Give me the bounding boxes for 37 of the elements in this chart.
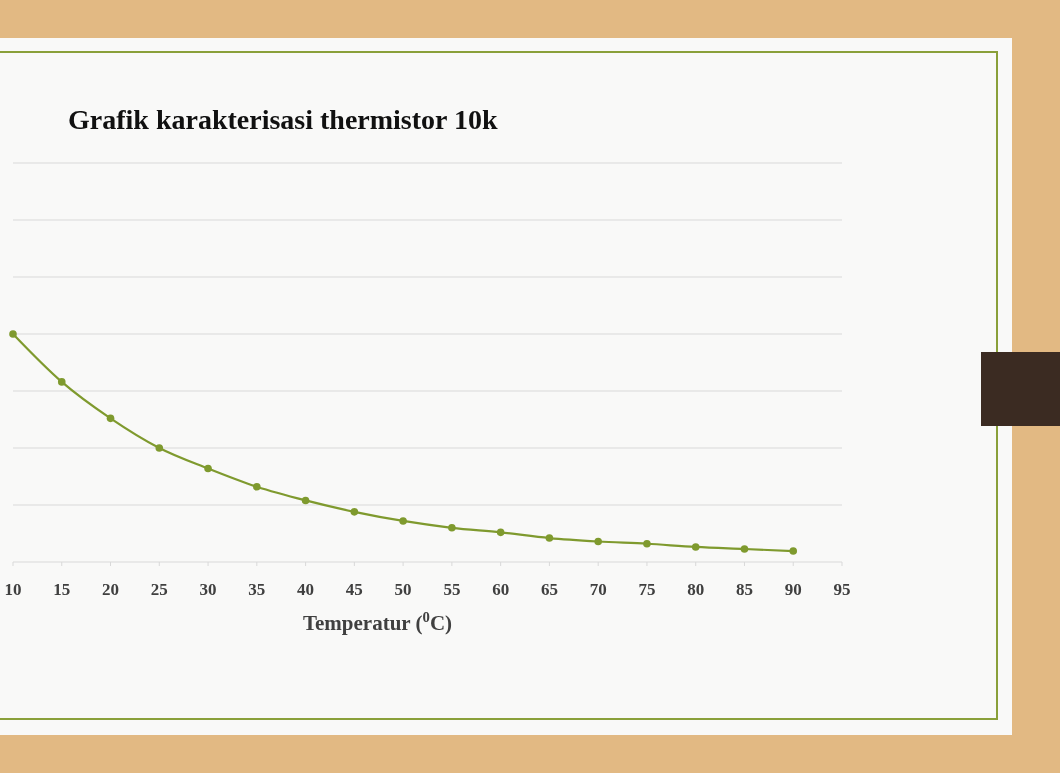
x-tick-label: 40 <box>297 580 315 599</box>
x-tick-label: 50 <box>394 580 412 599</box>
point <box>204 464 212 473</box>
x-tick-label: 90 <box>784 580 802 599</box>
point <box>740 545 749 553</box>
x-tick-label: 25 <box>150 580 168 599</box>
point <box>253 482 261 491</box>
x-tick-label: 55 <box>443 580 461 599</box>
point <box>496 528 505 537</box>
x-tick-label: 65 <box>540 580 558 599</box>
chart-title: Grafik karakterisasi thermistor 10k <box>68 104 498 135</box>
point <box>545 534 554 542</box>
x-tick-label: 10 <box>4 580 22 599</box>
x-tick-label: 45 <box>345 580 363 599</box>
point <box>448 524 456 532</box>
point <box>643 539 651 548</box>
point <box>301 496 310 505</box>
point <box>155 444 164 452</box>
x-tick-label: 85 <box>735 580 753 599</box>
x-tick-label: 95 <box>833 580 851 599</box>
x-tick-label: 30 <box>199 580 217 599</box>
x-tick-label: 70 <box>589 580 607 599</box>
x-tick-label: 35 <box>248 580 266 599</box>
point <box>9 330 17 338</box>
point <box>106 414 115 423</box>
point <box>594 537 602 546</box>
x-tick-label: 20 <box>102 580 120 599</box>
x-axis-title: Temperatur ($^{0}$C) <box>302 609 453 635</box>
point <box>789 547 798 555</box>
x-tick-label: 15 <box>53 580 71 599</box>
point <box>691 543 700 551</box>
x-tick-label: 80 <box>687 580 705 599</box>
point <box>399 517 407 525</box>
x-tick-label: 75 <box>638 580 656 599</box>
point <box>57 378 66 386</box>
point <box>350 508 359 516</box>
x-tick-label: 60 <box>492 580 510 599</box>
